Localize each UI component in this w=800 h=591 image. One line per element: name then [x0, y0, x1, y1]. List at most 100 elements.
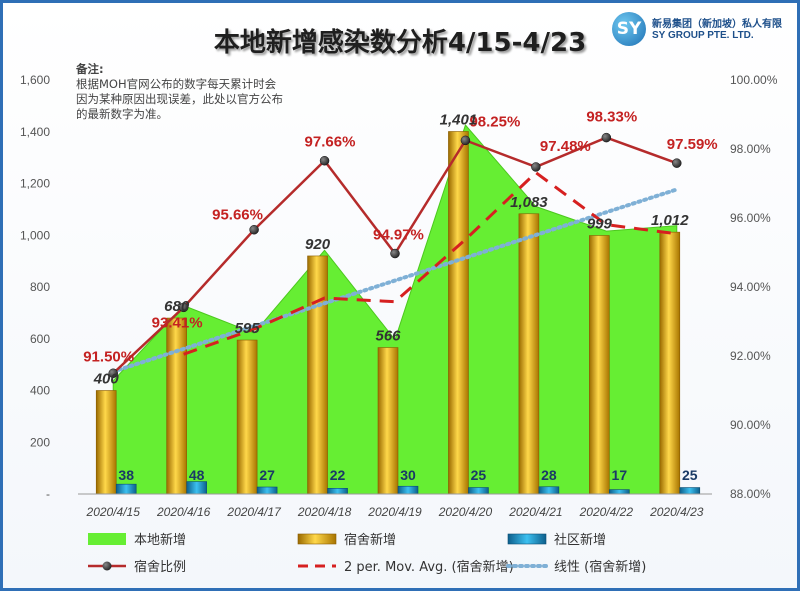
y-right-tick-label: 98.00% — [730, 142, 771, 156]
ratio-data-label: 95.66% — [212, 207, 263, 224]
ratio-data-label: 98.33% — [586, 109, 637, 126]
community-data-label: 28 — [541, 467, 557, 483]
y-left-tick-label: 200 — [30, 435, 50, 449]
y-left-tick-label: - — [46, 487, 50, 501]
bar-community — [468, 487, 489, 495]
y-left-tick-label: 1,200 — [20, 177, 50, 191]
dorm-ratio-point — [249, 224, 259, 235]
x-tick-label: 2020/4/16 — [156, 505, 211, 519]
dorm-ratio-point — [672, 158, 682, 168]
ratio-data-label: 97.59% — [667, 136, 718, 153]
bar-community — [186, 481, 207, 495]
bar-community — [115, 483, 137, 495]
x-tick-label: 2020/4/18 — [297, 505, 352, 519]
community-data-label: 30 — [400, 467, 416, 483]
bar-community — [397, 485, 419, 495]
note-line: 的最新数字为准。 — [76, 107, 168, 121]
note-line: 根据MOH官网公布的数字每天累计时会 — [76, 77, 277, 91]
legend-label: 宿舍新增 — [344, 532, 396, 548]
community-data-label: 22 — [330, 467, 346, 483]
chart-title: 本地新增感染数分析4/15-4/23 — [213, 28, 587, 58]
bar-dorm — [95, 390, 117, 495]
note-box: 备注: 根据MOH官网公布的数字每天累计时会 因为某种原因出现误差，此处以官方公… — [76, 62, 283, 122]
ratio-data-label: 94.97% — [373, 227, 424, 244]
bar-dorm — [307, 255, 328, 495]
legend-swatch-ratio-dot — [102, 561, 112, 571]
x-tick-label: 2020/4/20 — [438, 505, 493, 519]
ratio-data-label: 97.48% — [540, 138, 591, 155]
community-data-label: 48 — [189, 467, 205, 483]
legend-label: 本地新增 — [134, 532, 186, 548]
logo-en-name: SY GROUP PTE. LTD. — [652, 30, 754, 41]
dorm-data-label: 1,083 — [510, 194, 548, 211]
dorm-data-label: 680 — [164, 298, 190, 315]
note-line: 因为某种原因出现误差，此处以官方公布 — [76, 92, 283, 106]
y-right-tick-label: 92.00% — [730, 349, 771, 363]
bar-community — [538, 486, 560, 495]
bar-dorm — [377, 347, 399, 495]
bar-dorm — [236, 339, 258, 495]
bar-community — [256, 486, 278, 495]
dorm-data-label: 566 — [375, 328, 401, 345]
bar-community — [609, 489, 630, 495]
moving-average-line — [183, 170, 677, 356]
dorm-data-label: 999 — [587, 216, 613, 233]
dorm-data-label: 1,401 — [440, 111, 478, 128]
y-right-tick-label: 90.00% — [730, 418, 771, 432]
y-left-tick-label: 1,400 — [20, 125, 50, 139]
y-right-tick-label: 96.00% — [730, 211, 771, 225]
y-right-tick-label: 100.00% — [730, 73, 778, 87]
dorm-data-label: 400 — [93, 371, 120, 388]
x-tick-label: 2020/4/15 — [86, 505, 141, 519]
legend-swatch-community — [507, 533, 547, 545]
dorm-ratio-point — [319, 155, 330, 166]
ratio-data-label: 98.25% — [469, 113, 520, 130]
bar-community — [327, 488, 348, 495]
legend-swatch-area — [88, 533, 126, 545]
ratio-data-label: 93.41% — [152, 314, 203, 331]
community-data-label: 25 — [682, 467, 698, 483]
y-left-tick-label: 1,000 — [20, 228, 50, 242]
community-data-label: 25 — [471, 467, 487, 483]
legend-label: 2 per. Mov. Avg. (宿舍新增) — [344, 559, 514, 575]
bar-community — [679, 487, 701, 495]
company-logo: SY 新易集团（新加坡）私人有限 SY GROUP PTE. LTD. — [612, 12, 792, 52]
dorm-ratio-point — [531, 162, 541, 172]
ratio-data-label: 91.50% — [83, 348, 134, 365]
y-right-tick-label: 94.00% — [730, 280, 771, 294]
legend-label: 宿舍比例 — [134, 559, 186, 575]
bar-dorm — [589, 235, 610, 495]
x-tick-label: 2020/4/22 — [579, 505, 634, 519]
dorm-ratio-point — [601, 132, 612, 143]
legend-swatch-dorm — [297, 533, 337, 545]
bar-dorm — [166, 317, 187, 495]
x-tick-label: 2020/4/19 — [367, 505, 422, 519]
bar-dorm — [659, 231, 681, 495]
bar-dorm — [518, 213, 540, 495]
dorm-ratio-point — [460, 135, 471, 146]
ratio-data-label: 97.66% — [305, 134, 356, 151]
y-left-tick-label: 600 — [30, 332, 50, 346]
community-data-label: 17 — [612, 467, 628, 483]
y-right-tick-label: 88.00% — [730, 487, 771, 501]
legend-label: 线性 (宿舍新增) — [554, 559, 646, 575]
y-left-tick-label: 800 — [30, 280, 50, 294]
dorm-data-label: 920 — [305, 236, 331, 253]
x-tick-label: 2020/4/23 — [649, 505, 704, 519]
logo-mark: SY — [612, 12, 646, 46]
dorm-ratio-point — [390, 248, 400, 259]
x-tick-label: 2020/4/17 — [226, 505, 282, 519]
x-tick-label: 2020/4/21 — [508, 505, 562, 519]
note-heading: 备注: — [76, 62, 104, 76]
dorm-data-label: 595 — [235, 320, 261, 337]
linear-trend-line — [111, 187, 679, 374]
dorm-ratio-point — [178, 302, 189, 313]
dorm-data-label: 1,012 — [651, 212, 689, 229]
legend-label: 社区新增 — [554, 532, 606, 548]
logo-cn-name: 新易集团（新加坡）私人有限 — [652, 19, 782, 30]
y-left-tick-label: 400 — [30, 384, 50, 398]
community-data-label: 27 — [259, 467, 275, 483]
dorm-ratio-point — [108, 368, 118, 378]
bar-dorm — [448, 131, 469, 495]
